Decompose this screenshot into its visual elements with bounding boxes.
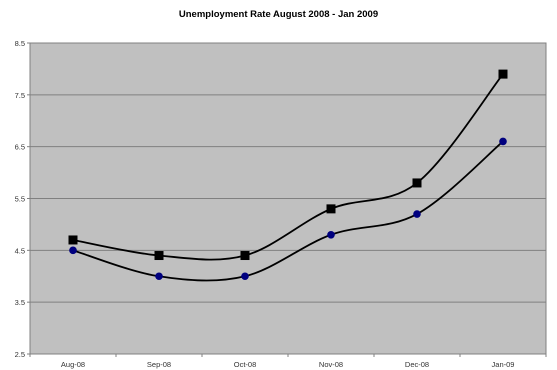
x-tick-label: Sep-08 — [147, 360, 171, 369]
x-tick-label: Oct-08 — [234, 360, 257, 369]
data-point-series-1 — [498, 69, 508, 79]
data-point-series-1 — [240, 251, 250, 261]
x-tick-label: Jan-09 — [492, 360, 515, 369]
y-tick-label: 5.5 — [15, 195, 25, 204]
x-axis-ticks: Aug-08 Sep-08 Oct-08 Nov-08 Dec-08 Jan-09 — [29, 354, 547, 369]
data-point-series-2 — [499, 137, 507, 146]
data-point-series-2 — [241, 272, 249, 281]
y-tick-label: 3.5 — [15, 298, 25, 307]
data-point-series-1 — [326, 204, 336, 214]
gridlines — [30, 94, 546, 303]
y-tick-label: 7.5 — [15, 91, 25, 100]
y-tick-label: 4.5 — [15, 246, 25, 255]
data-point-series-2 — [155, 272, 163, 281]
data-point-series-2 — [327, 230, 335, 239]
x-tick-label: Nov-08 — [319, 360, 343, 369]
x-tick-label: Aug-08 — [61, 360, 85, 369]
chart-title: Unemployment Rate August 2008 - Jan 2009 — [178, 9, 379, 20]
y-tick-label: 2.5 — [15, 350, 25, 359]
series-line-2 — [72, 140, 504, 282]
data-point-series-1 — [412, 178, 422, 188]
x-tick-label: Dec-08 — [405, 360, 429, 369]
data-point-series-1 — [154, 251, 164, 261]
data-point-series-1 — [68, 235, 78, 245]
data-point-series-2 — [413, 210, 421, 218]
series-line-1 — [72, 73, 504, 261]
y-tick-label: 8.5 — [15, 39, 25, 48]
y-tick-label: 6.5 — [15, 143, 25, 152]
series-group — [68, 69, 508, 282]
data-point-series-2 — [69, 246, 77, 255]
y-axis-ticks: 2.5 3.5 4.5 5.5 6.5 7.5 8.5 — [15, 39, 30, 359]
